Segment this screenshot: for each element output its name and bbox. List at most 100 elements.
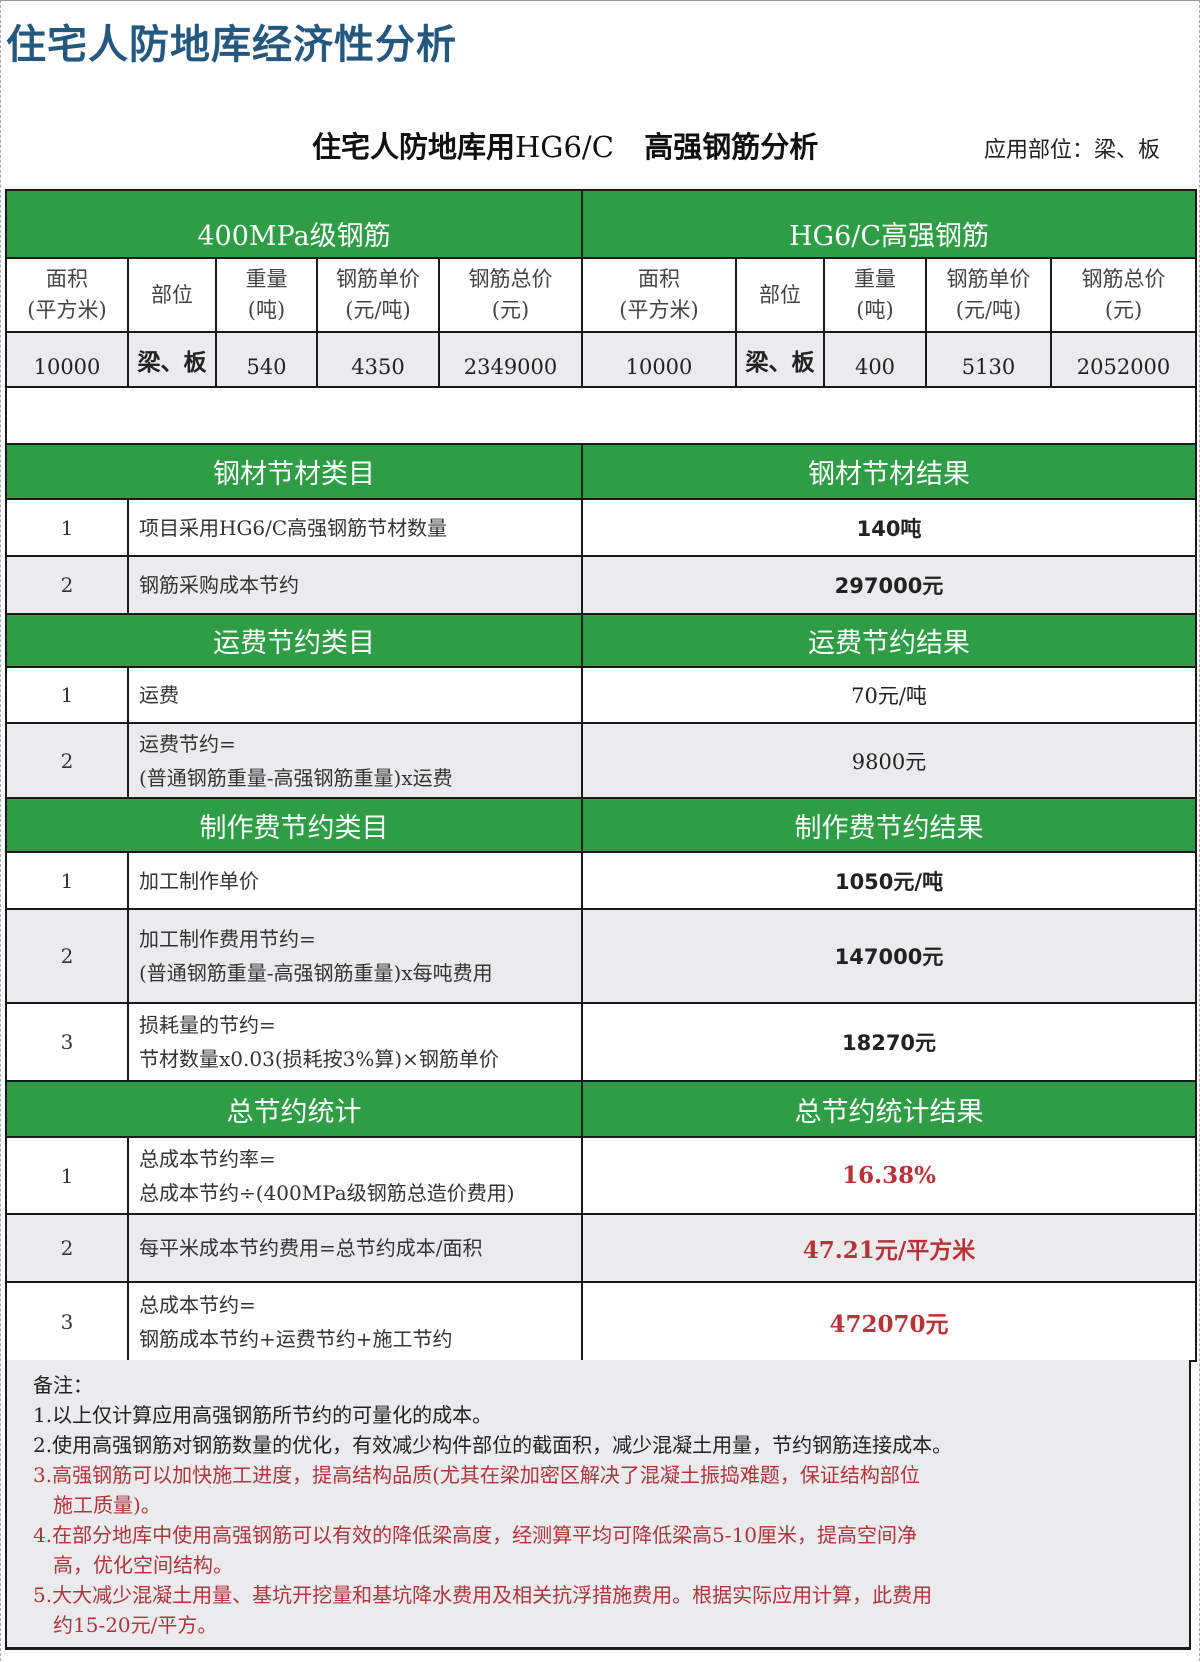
row-item-line: (普通钢筋重量-高强钢筋重量)x运费: [139, 765, 453, 790]
note-line: 2.使用高强钢筋对钢筋数量的优化，有效减少构件部位的截面积，减少混凝土用量，节约…: [33, 1433, 953, 1457]
column-header-line2: (元): [491, 298, 530, 322]
left-value-cell: 10000: [5, 331, 129, 388]
notes-label: 备注：: [33, 1373, 93, 1397]
row-item: 钢筋采购成本节约: [127, 555, 583, 615]
section-result-header: 运费节约结果: [580, 613, 1198, 668]
note-line: 5.大大减少混凝土用量、基坑开挖量和基坑降水费用及相关抗浮措施费用。根据实际应用…: [33, 1583, 933, 1607]
row-item-line: 项目采用HG6/C高强钢筋节材数量: [139, 515, 448, 540]
row-item-line: (普通钢筋重量-高强钢筋重量)x每吨费用: [139, 961, 493, 985]
left-value-cell: 2349000: [438, 331, 583, 388]
note-line: 1.以上仅计算应用高强钢筋所节约的可量化的成本。: [33, 1403, 493, 1427]
row-item: 运费节约= (普通钢筋重量-高强钢筋重量)x运费: [127, 722, 583, 799]
left-group-header: 400MPa级钢筋: [5, 189, 583, 259]
right-group-header: HG6/C高强钢筋: [580, 189, 1198, 259]
row-item: 加工制作单价: [127, 851, 583, 910]
application-location: 应用部位：梁、板: [984, 138, 1161, 163]
row-item: 总成本节约率= 总成本节约÷(400MPa级钢筋总造价费用): [127, 1136, 583, 1215]
note-line: 高，优化空间结构。: [53, 1553, 233, 1577]
right-column-header: 面积 (平方米): [581, 257, 737, 333]
row-item-line: 钢筋成本节约+运费节约+施工节约: [139, 1326, 453, 1351]
note-line: 3.高强钢筋可以加快施工进度，提高结构品质(尤其在梁加密区解决了混凝土振捣难题，…: [33, 1463, 920, 1487]
empty-cell: [4, 386, 1198, 445]
column-header-line1: 重量: [245, 267, 288, 291]
row-result: 140吨: [580, 498, 1198, 557]
row-item-line: 每平米成本节约费用=总节约成本/面积: [139, 1236, 483, 1260]
section-result-header: 总节约统计结果: [580, 1080, 1198, 1138]
section-category-header: 钢材节材类目: [5, 443, 583, 500]
table-row: 2 加工制作费用节约= (普通钢筋重量-高强钢筋重量)x每吨费用 147000元: [5, 908, 1198, 1004]
left-value-cell: 梁、板: [127, 331, 217, 388]
left-column-header: 重量 (吨): [215, 257, 318, 333]
row-number: 1: [5, 851, 129, 910]
section-header-row: 制作费节约类目 制作费节约结果: [5, 797, 1198, 853]
right-column-header: 部位: [735, 257, 825, 333]
analysis-table: 400MPa级钢筋 HG6/C高强钢筋 面积 (平方米) 部位 重量 (吨) 钢筋单价 (元…: [4, 189, 1198, 1362]
column-header-line1: 钢筋单价: [946, 267, 1031, 291]
row-item: 总成本节约= 钢筋成本节约+运费节约+施工节约: [127, 1281, 583, 1362]
column-header-line2: (元): [1104, 298, 1143, 322]
row-item-line: 节材数量x0.03(损耗按3%算)×钢筋单价: [139, 1047, 499, 1071]
row-item-line: 加工制作费用节约=: [139, 927, 316, 951]
column-header-line2: (元/吨): [955, 298, 1022, 322]
row-result: 472070元: [580, 1281, 1198, 1362]
page-title: 住宅人防地库经济性分析: [6, 22, 457, 68]
column-header-line2: (吨): [247, 298, 286, 322]
column-header-line2: (平方米): [27, 298, 107, 322]
table-row: 1 运费 70元/吨: [5, 666, 1198, 724]
right-column-header: 钢筋单价 (元/吨): [925, 257, 1052, 333]
column-header-line1: 面积: [638, 267, 680, 291]
section-category-header: 制作费节约类目: [5, 797, 583, 853]
notes-panel: 备注： 1.以上仅计算应用高强钢筋所节约的可量化的成本。 2.使用高强钢筋对钢筋数…: [5, 1360, 1191, 1650]
row-number: 1: [5, 1136, 129, 1215]
table-row: 2 每平米成本节约费用=总节约成本/面积 47.21元/平方米: [5, 1213, 1198, 1283]
table-title-prefix: 住宅人防地库用: [312, 130, 516, 164]
table-title-suffix: 高强钢筋分析: [644, 130, 819, 164]
row-number: 1: [5, 666, 129, 724]
left-column-header: 钢筋单价 (元/吨): [316, 257, 440, 333]
section-category-header: 运费节约类目: [5, 613, 583, 668]
note-line: 施工质量)。: [53, 1493, 161, 1517]
right-value-cell: 梁、板: [735, 331, 825, 388]
column-header-line1: 面积: [46, 267, 88, 291]
left-value-cell: 540: [215, 331, 318, 388]
row-item-line: 总成本节约=: [139, 1292, 256, 1317]
column-header-line1: 钢筋总价: [1081, 267, 1166, 291]
right-value-cell: 400: [823, 331, 927, 388]
section-header-row: 钢材节材类目 钢材节材结果: [5, 443, 1198, 500]
row-item-line: 总成本节约÷(400MPa级钢筋总造价费用): [139, 1180, 515, 1205]
row-result: 297000元: [580, 555, 1198, 615]
row-item: 每平米成本节约费用=总节约成本/面积: [127, 1213, 583, 1283]
section-header-row: 运费节约类目 运费节约结果: [5, 613, 1198, 668]
table-row: 3 损耗量的节约= 节材数量x0.03(损耗按3%算)×钢筋单价 18270元: [5, 1002, 1198, 1082]
row-item-line: 运费节约=: [139, 731, 236, 756]
row-item: 损耗量的节约= 节材数量x0.03(损耗按3%算)×钢筋单价: [127, 1002, 583, 1082]
column-header-line1: 部位: [151, 282, 193, 307]
section-header-row: 总节约统计 总节约统计结果: [5, 1080, 1198, 1138]
right-value-cell: 10000: [581, 331, 737, 388]
row-item: 运费: [127, 666, 583, 724]
row-number: 2: [5, 908, 129, 1004]
right-column-header: 重量 (吨): [823, 257, 927, 333]
column-header-line2: (元/吨): [345, 298, 411, 322]
right-column-header: 钢筋总价 (元): [1049, 257, 1198, 333]
row-number: 1: [5, 498, 129, 557]
row-number: 2: [5, 1213, 129, 1283]
row-result: 147000元: [580, 908, 1198, 1004]
spacer-row: [4, 386, 1198, 445]
row-item-line: 总成本节约率=: [139, 1146, 276, 1171]
table-title-grade: HG6/C: [515, 130, 614, 164]
note-line: 4.在部分地库中使用高强钢筋可以有效的降低梁高度，经测算平均可降低梁高5-10厘…: [33, 1523, 918, 1547]
table-row: 2 运费节约= (普通钢筋重量-高强钢筋重量)x运费 9800元: [5, 722, 1198, 799]
values-row: 10000 梁、板 540 4350 2349000 10000 梁、板 400 5130 205…: [5, 331, 1198, 388]
column-header-line1: 部位: [759, 282, 801, 307]
row-result: 1050元/吨: [580, 851, 1198, 910]
comparison-header-row: 400MPa级钢筋 HG6/C高强钢筋: [5, 189, 1198, 259]
row-item-line: 损耗量的节约=: [139, 1013, 276, 1037]
row-number: 2: [5, 722, 129, 799]
row-item-line: 加工制作单价: [139, 868, 259, 893]
section-category-header: 总节约统计: [5, 1080, 583, 1138]
section-result-header: 制作费节约结果: [580, 797, 1198, 853]
column-header-line1: 重量: [854, 267, 896, 291]
right-value-cell: 5130: [925, 331, 1052, 388]
table-row: 1 项目采用HG6/C高强钢筋节材数量 140吨: [5, 498, 1198, 557]
